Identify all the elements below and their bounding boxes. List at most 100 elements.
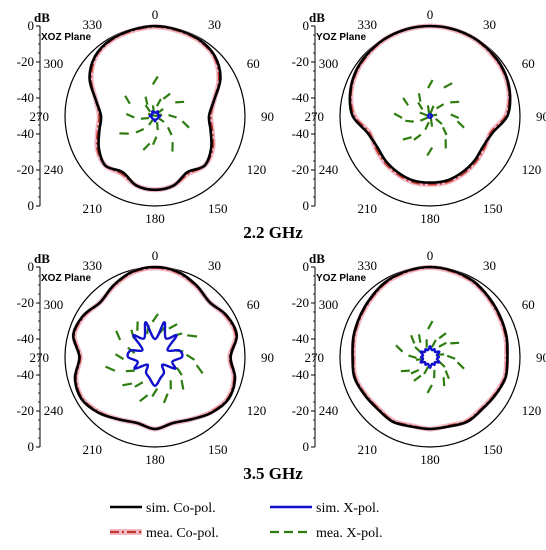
series-mark-mea--x-pol- [395, 344, 404, 353]
series-mark-mea--x-pol- [168, 113, 177, 119]
legend: sim. Co-pol. sim. X-pol. mea. Co-pol. me… [110, 501, 382, 541]
series-mark-mea--x-pol- [438, 332, 447, 340]
radial-tick-label: -40 [292, 126, 309, 141]
series-mark-mea--x-pol- [125, 369, 135, 373]
angle-label-30: 30 [208, 258, 221, 273]
angle-label-270: 270 [305, 109, 325, 124]
angle-label-210: 210 [83, 442, 103, 457]
series-shadow-mea--co-pol- [71, 265, 239, 432]
series-mark-mea--x-pol- [413, 133, 422, 141]
series-shadow-mea--co-pol- [348, 23, 512, 187]
plane-label: XOZ Plane [41, 32, 91, 43]
legend-mea-x-label: mea. X-pol. [316, 526, 382, 541]
series-line-sim--co-pol- [88, 24, 222, 192]
angle-label-330: 330 [83, 17, 103, 32]
radial-tick-label: -20 [17, 295, 34, 310]
series-mark-mea--x-pol- [444, 370, 450, 380]
angle-label-330: 330 [358, 17, 378, 32]
polar-outer-circle [64, 266, 246, 448]
radial-tick-label: -20 [292, 54, 309, 69]
series-mark-mea--x-pol- [450, 341, 460, 345]
series-mark-mea--x-pol- [135, 127, 145, 134]
series-line-sim--x-pol- [148, 110, 162, 123]
angle-label-240: 240 [44, 403, 64, 418]
series-mark-mea--x-pol- [426, 384, 433, 394]
series-mark-mea--x-pol- [405, 119, 414, 123]
radial-tick-label: 0 [28, 198, 35, 213]
angle-label-0: 0 [152, 248, 159, 263]
series-mark-mea--x-pol- [450, 100, 460, 104]
angle-label-120: 120 [247, 403, 267, 418]
legend-mea-co-label: mea. Co-pol. [146, 526, 219, 541]
radial-tick-label: -40 [17, 126, 34, 141]
series-line-mea--co-pol- [73, 266, 237, 430]
series-mark-mea--x-pol- [187, 334, 198, 338]
series-mark-mea--x-pol- [166, 126, 173, 136]
angle-label-90: 90 [261, 109, 274, 124]
radial-tick-label: 0 [28, 259, 35, 274]
series-mark-mea--x-pol- [140, 116, 150, 120]
radial-tick-label: -20 [17, 403, 34, 418]
angle-label-270: 270 [305, 350, 325, 365]
radial-tick-label: 0 [28, 18, 35, 33]
series-mark-mea--x-pol- [125, 112, 135, 119]
plane-label: YOZ Plane [316, 32, 366, 43]
series-mark-mea--x-pol- [427, 320, 434, 330]
series-mark-mea--x-pol- [122, 382, 133, 387]
angle-label-0: 0 [427, 248, 434, 263]
series-mark-mea--x-pol- [114, 353, 125, 361]
angle-label-150: 150 [483, 442, 503, 457]
series-mark-mea--x-pol- [402, 136, 412, 141]
angle-label-90: 90 [536, 109, 546, 124]
series-mark-mea--x-pol- [151, 136, 158, 146]
series-mark-mea--x-pol- [168, 323, 178, 330]
angle-label-150: 150 [208, 442, 228, 457]
angle-label-120: 120 [522, 403, 542, 418]
series-mark-mea--x-pol- [424, 121, 430, 131]
series-mark-mea--x-pol- [151, 387, 159, 398]
series-mark-mea--x-pol- [413, 374, 422, 382]
radial-tick-label: 0 [303, 259, 310, 274]
legend-sim-x-label: sim. X-pol. [316, 501, 379, 516]
radial-tick-label: -40 [292, 331, 309, 346]
angle-label-0: 0 [152, 7, 159, 22]
series-mark-mea--x-pol- [419, 111, 428, 117]
angle-label-300: 300 [319, 56, 339, 71]
angle-label-330: 330 [83, 258, 103, 273]
radial-tick-label: 0 [303, 439, 310, 454]
series-mark-mea--x-pol- [410, 368, 420, 375]
angle-label-180: 180 [145, 211, 165, 226]
series-mark-mea--x-pol- [155, 98, 162, 107]
angle-label-90: 90 [536, 350, 546, 365]
series-mark-mea--x-pol- [419, 116, 429, 122]
series-mark-mea--x-pol- [417, 101, 424, 111]
series-line-sim--co-pol- [71, 265, 239, 431]
angle-label-210: 210 [358, 201, 378, 216]
series-mark-mea--x-pol- [181, 120, 190, 129]
series-mark-mea--x-pol- [429, 105, 435, 114]
plane-label: YOZ Plane [316, 273, 366, 284]
series-mark-mea--x-pol- [195, 364, 204, 375]
radial-tick-label: -40 [17, 367, 34, 382]
freq-label-3-5ghz: 3.5 GHz [243, 464, 303, 483]
series-mark-mea--x-pol- [402, 97, 409, 106]
series-mark-mea--x-pol- [142, 142, 151, 151]
radial-tick-label: -40 [292, 367, 309, 382]
series-mark-mea--x-pol- [441, 126, 448, 136]
series-mark-mea--x-pol- [442, 377, 446, 387]
plane-label: XOZ Plane [41, 273, 91, 284]
angle-label-60: 60 [522, 297, 535, 312]
series-line-sim--x-pol- [126, 321, 184, 387]
series-mark-mea--x-pol- [427, 79, 434, 89]
series-mark-mea--x-pol- [155, 121, 159, 131]
angle-label-180: 180 [145, 452, 165, 467]
series-mark-mea--x-pol- [139, 394, 149, 403]
series-mark-mea--x-pol- [175, 100, 185, 104]
series-mark-mea--x-pol- [410, 334, 416, 344]
angle-label-60: 60 [522, 56, 535, 71]
angle-label-270: 270 [30, 350, 50, 365]
series-mark-mea--x-pol- [429, 118, 434, 127]
series-mark-mea--x-pol- [435, 117, 443, 125]
radial-tick-label: 0 [303, 198, 310, 213]
